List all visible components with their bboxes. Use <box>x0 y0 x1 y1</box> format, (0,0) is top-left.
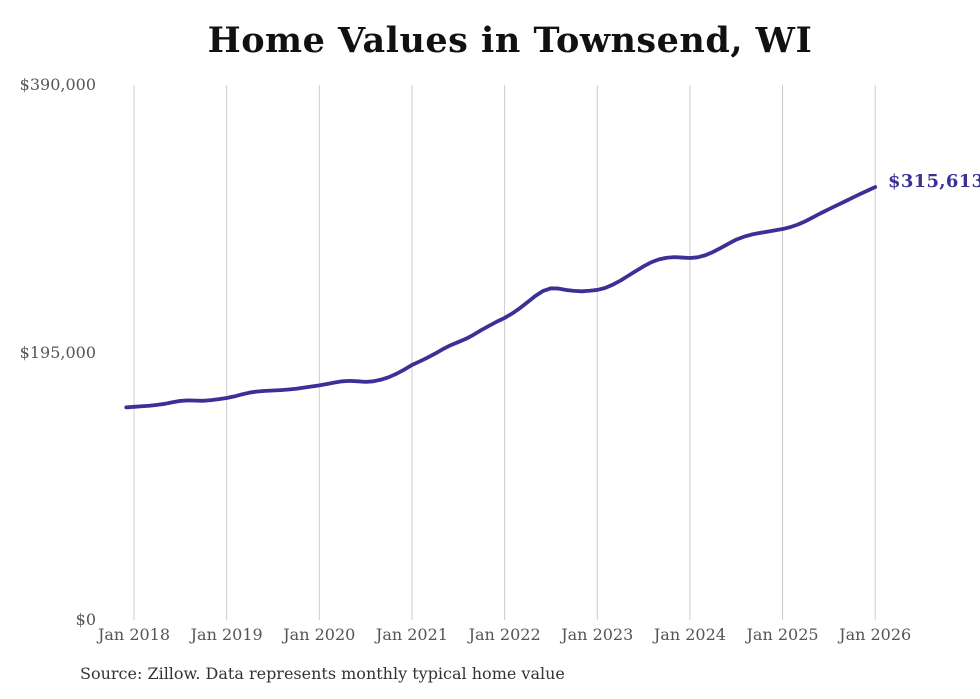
y-axis-tick-label: $195,000 <box>19 342 96 362</box>
y-axis-tick-label: $0 <box>75 610 96 629</box>
x-axis-tick-label: Jan 2020 <box>283 625 356 644</box>
y-axis-tick-label: $390,000 <box>19 75 96 94</box>
x-axis-tick-label: Jan 2021 <box>375 625 448 644</box>
x-axis-tick-label: Jan 2023 <box>561 625 634 644</box>
x-axis-tick-label: Jan 2019 <box>190 625 263 644</box>
home-value-line <box>124 185 878 410</box>
x-axis-tick-label: Jan 2018 <box>97 625 171 644</box>
x-axis-tick-label: Jan 2022 <box>468 625 541 644</box>
x-axis-tick-label: Jan 2025 <box>746 625 819 644</box>
x-axis-tick-label: Jan 2024 <box>653 625 726 644</box>
x-axis-tick-label: Jan 2026 <box>839 625 912 644</box>
chart-title: Home Values in Townsend, WI <box>207 20 813 61</box>
source-note: Source: Zillow. Data represents monthly … <box>80 664 565 683</box>
latest-value-label: $315,613 <box>888 171 980 192</box>
